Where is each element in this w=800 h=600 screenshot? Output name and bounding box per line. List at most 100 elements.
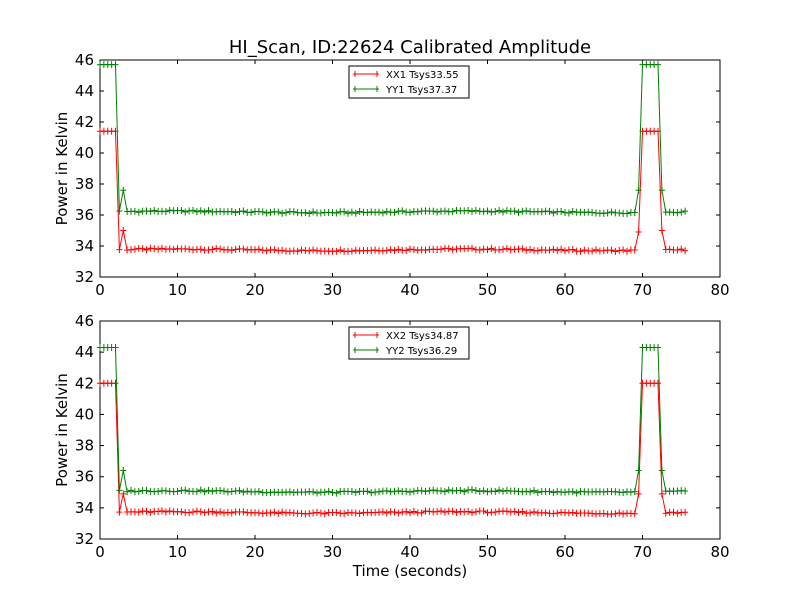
data-point	[356, 207, 363, 215]
data-point	[666, 245, 673, 253]
data-point	[135, 208, 142, 216]
legend-label: XX1 Tsys33.55	[386, 70, 459, 81]
data-point	[193, 507, 200, 515]
data-point	[449, 208, 456, 216]
data-point	[259, 510, 266, 518]
data-point	[193, 488, 200, 496]
data-point	[469, 509, 475, 517]
data-point	[631, 510, 638, 518]
data-point	[631, 246, 638, 254]
data-point	[465, 206, 472, 214]
data-point	[356, 509, 363, 517]
data-point	[612, 510, 619, 518]
data-point	[534, 488, 541, 496]
data-point	[445, 486, 452, 494]
legend-box	[348, 65, 470, 99]
series-yy1	[97, 61, 689, 218]
data-point	[263, 247, 270, 255]
data-point	[112, 343, 119, 351]
data-point	[186, 245, 193, 253]
data-point	[399, 508, 406, 516]
data-point	[151, 245, 158, 253]
data-point	[352, 488, 359, 496]
x-tick-label: 10	[168, 543, 187, 561]
data-point	[275, 510, 282, 518]
data-point	[608, 246, 615, 254]
data-point	[507, 508, 514, 516]
data-point	[120, 186, 127, 194]
top-subplot: 0 10 20 30 40 50 60 70 80 32 34 36 38 40 42 44 46 Power i…	[53, 51, 730, 299]
data-point	[348, 488, 355, 496]
data-point	[166, 206, 173, 214]
data-point	[197, 508, 204, 516]
data-point	[162, 487, 169, 495]
legend-label: YY1 Tsys37.37	[385, 85, 457, 96]
data-point	[395, 245, 402, 253]
x-tick-label: 10	[168, 281, 187, 299]
y-tick-label: 46	[75, 51, 94, 69]
y-tick-label: 46	[75, 312, 94, 330]
data-point	[569, 488, 576, 496]
data-point	[407, 245, 413, 253]
data-point	[155, 245, 162, 253]
data-point	[193, 208, 200, 216]
y-tick-label: 32	[75, 268, 94, 286]
data-point	[403, 508, 410, 516]
data-point	[162, 208, 169, 216]
y-tick-label: 42	[75, 113, 94, 131]
data-point	[511, 207, 518, 215]
data-point	[589, 208, 596, 216]
data-point	[155, 507, 162, 515]
data-point	[403, 487, 410, 495]
data-point	[201, 208, 208, 216]
y-tick-label: 44	[75, 343, 94, 361]
data-point	[438, 245, 444, 253]
data-point	[449, 507, 456, 515]
data-point	[496, 486, 503, 494]
y-tick-label: 34	[75, 237, 94, 255]
data-point	[407, 509, 413, 517]
data-point	[593, 246, 599, 254]
legend: XX1 Tsys33.55 YY1 Tsys37.37	[348, 65, 470, 99]
data-point	[116, 486, 123, 494]
x-tick-label: 70	[633, 281, 652, 299]
y-tick-label: 40	[75, 144, 94, 162]
data-point	[600, 247, 607, 255]
y-tick-label: 36	[75, 468, 94, 486]
x-tick-label: 30	[323, 281, 342, 299]
data-point	[143, 487, 150, 495]
data-point	[573, 489, 580, 497]
data-point	[620, 510, 627, 518]
y-tick-label: 32	[75, 530, 94, 548]
data-point	[352, 246, 359, 254]
data-point	[147, 207, 154, 215]
data-point	[449, 246, 456, 254]
data-point	[407, 488, 413, 496]
data-point	[329, 489, 336, 497]
data-point	[255, 509, 262, 517]
series-xx1	[97, 127, 689, 256]
data-point	[352, 209, 359, 217]
data-point	[562, 247, 568, 255]
data-point	[236, 208, 243, 216]
data-point	[120, 466, 127, 474]
data-point	[197, 207, 204, 215]
data-point	[333, 247, 340, 255]
data-point	[143, 246, 150, 254]
data-point	[503, 507, 510, 515]
data-point	[317, 209, 324, 217]
data-point	[255, 487, 262, 495]
data-point	[279, 209, 286, 217]
data-point	[310, 208, 317, 216]
x-tick-label: 60	[555, 543, 574, 561]
data-point	[441, 207, 448, 215]
data-point	[445, 245, 452, 253]
data-point	[298, 509, 305, 517]
data-point	[205, 486, 212, 494]
data-point	[337, 246, 344, 254]
data-point	[546, 207, 553, 215]
data-point	[492, 208, 499, 216]
data-point	[345, 209, 351, 217]
data-point	[407, 208, 413, 216]
